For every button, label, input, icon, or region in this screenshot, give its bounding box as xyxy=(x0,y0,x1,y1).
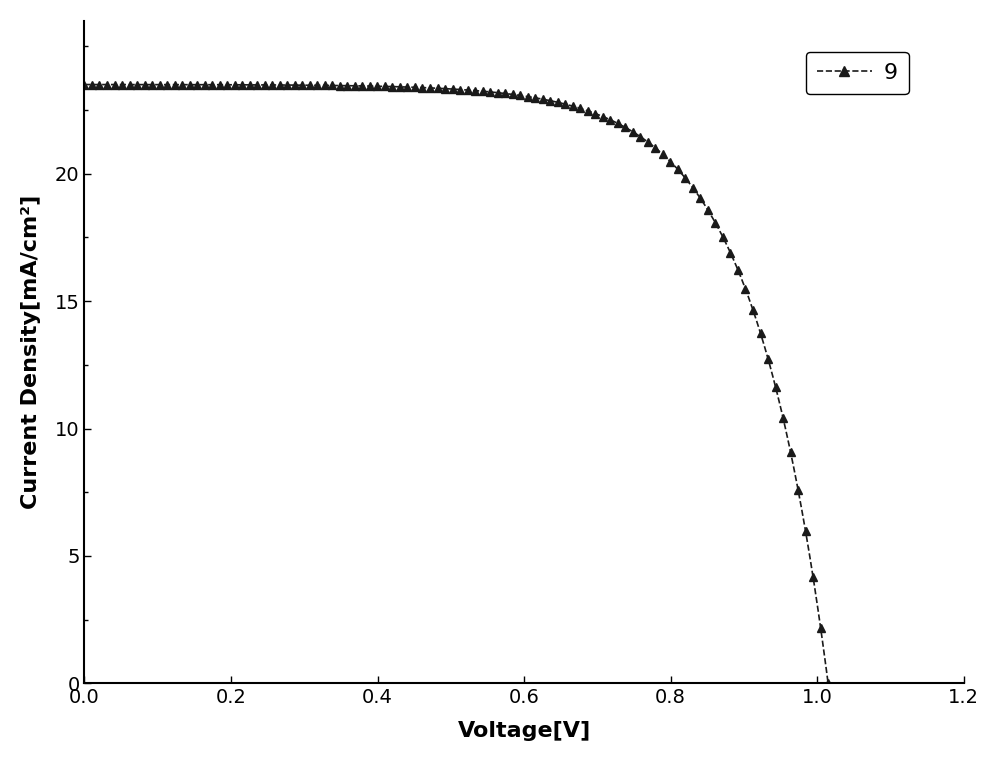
Legend: 9: 9 xyxy=(806,52,909,94)
X-axis label: Voltage[V]: Voltage[V] xyxy=(457,721,591,741)
Y-axis label: Current Density[mA/cm²]: Current Density[mA/cm²] xyxy=(21,195,41,509)
